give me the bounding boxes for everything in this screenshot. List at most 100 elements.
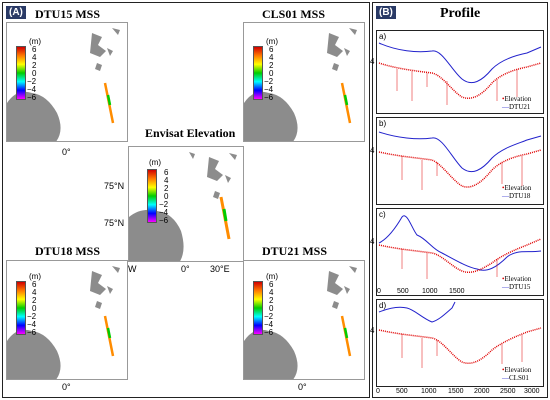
map-cls01: (m) 6 4 2 0 −2 −4 −6 xyxy=(243,22,365,142)
map-title-dtu21: DTU21 MSS xyxy=(262,244,328,258)
legend-model: CLS01 xyxy=(509,374,529,382)
colorbar-tick: −4 xyxy=(264,320,274,329)
colorbar-tick: 0 xyxy=(269,69,274,78)
xtick: 1500 xyxy=(449,288,465,295)
colorbar-tick: 4 xyxy=(32,288,37,297)
lat-label-top: 75°N xyxy=(104,181,125,191)
colorbar-tick: −6 xyxy=(159,216,169,225)
colorbar-tick: 4 xyxy=(269,53,274,62)
colorbar-unit: (m) xyxy=(29,37,41,46)
colorbar-tick: 4 xyxy=(32,53,37,62)
legend-d: •Elevation —CLS01 xyxy=(502,366,532,382)
map-title-cls01: CLS01 MSS xyxy=(262,7,326,21)
map-cls01-canvas xyxy=(244,28,357,141)
profile-subplot-a: •Elevation —DTU21 a) 4 xyxy=(370,30,544,114)
colorbar-tick: 6 xyxy=(269,45,274,54)
profile-xaxis: 0 500 1000 1500 2000 2500 3000 xyxy=(376,388,544,398)
colorbar-tick: 4 xyxy=(269,288,274,297)
colorbar-tick: 6 xyxy=(32,280,37,289)
colorbar-tick: 2 xyxy=(269,61,274,70)
colorbar-tick: −2 xyxy=(27,312,37,321)
profile-title: Profile xyxy=(440,6,481,21)
map-dtu21: (m) 6 4 2 0 −2 −4 −6 xyxy=(243,260,365,380)
colorbar-dtu21 xyxy=(253,281,263,335)
colorbar-tick: 0 xyxy=(32,69,37,78)
colorbar-tick: −4 xyxy=(264,85,274,94)
map-dtu15-canvas xyxy=(7,28,120,141)
colorbar-envisat xyxy=(147,169,157,223)
lat-label-bottom: 75°N xyxy=(104,218,125,228)
xtick: 3000 xyxy=(524,388,540,395)
legend-elevation: Elevation xyxy=(504,366,532,374)
colorbar-dtu15 xyxy=(16,46,26,100)
colorbar-tick: 4 xyxy=(164,176,169,185)
colorbar-tick: −2 xyxy=(159,200,169,209)
legend-model: DTU21 xyxy=(509,103,531,111)
legend-elevation: Elevation xyxy=(504,184,532,192)
panel-a-label: (A) xyxy=(6,6,26,19)
lon-label-30e: 30°E xyxy=(210,264,230,274)
subplot-letter: d) xyxy=(379,301,387,310)
profile-b-canvas xyxy=(378,131,542,190)
map-title-dtu18: DTU18 MSS xyxy=(35,244,101,258)
map-dtu18-canvas xyxy=(7,266,120,379)
colorbar-tick: 6 xyxy=(164,168,169,177)
xtick: 500 xyxy=(396,388,408,395)
subplot-letter: c) xyxy=(379,210,386,219)
lon-label-0: 0° xyxy=(181,264,190,274)
legend-c: •Elevation —DTU15 xyxy=(502,275,532,291)
ytick: 4 xyxy=(370,326,375,335)
xtick: 0 xyxy=(377,288,381,295)
colorbar-cls01 xyxy=(253,46,263,100)
colorbar-tick: 0 xyxy=(32,304,37,313)
xtick: 2500 xyxy=(500,388,516,395)
map-title-dtu15: DTU15 MSS xyxy=(35,7,101,21)
panel-b-label: (B) xyxy=(376,6,396,19)
colorbar-tick: 2 xyxy=(269,296,274,305)
colorbar-unit: (m) xyxy=(266,272,278,281)
lon-label-dtu15: 0° xyxy=(62,147,71,157)
xtick: 500 xyxy=(397,288,409,295)
legend-elevation: Elevation xyxy=(504,95,532,103)
colorbar-tick: 2 xyxy=(32,296,37,305)
colorbar-tick: −6 xyxy=(264,93,274,102)
colorbar-tick: −4 xyxy=(159,208,169,217)
colorbar-tick: −2 xyxy=(264,77,274,86)
colorbar-tick: 6 xyxy=(269,280,274,289)
xtick: 2000 xyxy=(474,388,490,395)
colorbar-tick: −2 xyxy=(264,312,274,321)
profile-subplot-c: •Elevation —DTU15 c) 4 0 500 1000 1500 xyxy=(370,208,544,296)
legend-model: DTU15 xyxy=(509,283,531,291)
profile-subplot-b: •Elevation —DTU18 b) 4 xyxy=(370,117,544,205)
ytick: 4 xyxy=(370,237,375,246)
profile-subplot-d: •Elevation —CLS01 d) 4 xyxy=(370,299,544,387)
xtick: 1000 xyxy=(422,288,438,295)
xtick: 1500 xyxy=(448,388,464,395)
ytick: 4 xyxy=(370,57,375,66)
colorbar-tick: 2 xyxy=(164,184,169,193)
subplot-letter: a) xyxy=(379,32,387,41)
colorbar-tick: −2 xyxy=(27,77,37,86)
colorbar-tick: −4 xyxy=(27,85,37,94)
profile-a-canvas xyxy=(378,42,542,105)
colorbar-tick: −4 xyxy=(27,320,37,329)
legend-b: •Elevation —DTU18 xyxy=(502,184,532,200)
lon-label-dtu18: 0° xyxy=(62,382,71,392)
profile-d-canvas xyxy=(378,301,542,368)
colorbar-tick: 0 xyxy=(164,192,169,201)
colorbar-tick: −6 xyxy=(27,93,37,102)
lon-label-dtu21: 0° xyxy=(298,382,307,392)
colorbar-tick: 6 xyxy=(32,45,37,54)
legend-a: •Elevation —DTU21 xyxy=(502,95,532,111)
map-dtu15: (m) 6 4 2 0 −2 −4 −6 xyxy=(6,22,128,142)
colorbar-tick: −6 xyxy=(27,328,37,337)
legend-model: DTU18 xyxy=(509,192,531,200)
colorbar-unit: (m) xyxy=(29,272,41,281)
xtick: 0 xyxy=(376,388,380,395)
colorbar-dtu18 xyxy=(16,281,26,335)
colorbar-unit: (m) xyxy=(149,158,161,167)
colorbar-tick: 2 xyxy=(32,61,37,70)
subplot-letter: b) xyxy=(379,119,387,128)
map-dtu21-canvas xyxy=(244,266,357,379)
colorbar-unit: (m) xyxy=(266,37,278,46)
